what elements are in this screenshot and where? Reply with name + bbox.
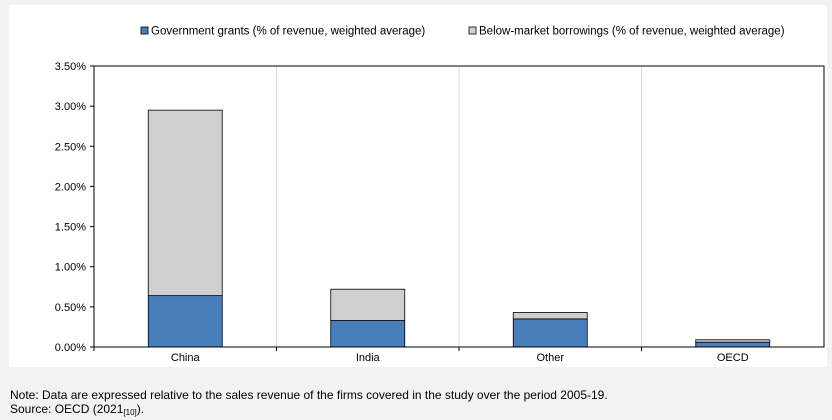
source-suffix: ). (136, 402, 145, 416)
source-prefix: Source: OECD (2021 (10, 402, 124, 416)
y-tick-label: 0.00% (55, 342, 86, 354)
y-tick-label: 2.00% (55, 181, 86, 193)
y-tick-label: 3.00% (55, 101, 86, 113)
y-tick-label: 1.50% (55, 222, 86, 234)
legend-swatch (140, 26, 149, 35)
bar-segment (330, 320, 406, 348)
bars (147, 109, 771, 348)
bar-segment (147, 109, 223, 297)
stacked-bar-chart: Government grants (% of revenue, weighte… (55, 26, 825, 364)
y-tick-label: 2.50% (55, 141, 86, 153)
y-axis: 0.00% 0.50% 1.00% 1.50% 2.00% 2.50% 3.00% 3.50% (55, 61, 94, 354)
legend-entry: Below-market borrowings (% of revenue, w… (479, 26, 785, 38)
legend-swatch (468, 26, 477, 35)
legend-entry: Government grants (% of revenue, weighte… (151, 26, 425, 38)
chart-notes: Note: Data are expressed relative to the… (10, 388, 822, 420)
x-axis: China India Other OECD (93, 347, 749, 364)
y-tick-label: 3.50% (55, 61, 86, 73)
gridlines (276, 66, 642, 347)
legend: Government grants (% of revenue, weighte… (140, 26, 785, 38)
bar-segment (512, 318, 588, 348)
x-tick-label: India (356, 352, 381, 364)
bar-segment (330, 288, 406, 321)
x-tick-label: China (171, 352, 201, 364)
bar-segment (695, 339, 771, 343)
x-tick-label: OECD (717, 352, 749, 364)
bar-segment (512, 312, 588, 320)
y-tick-label: 1.00% (55, 262, 86, 274)
bar-segment (147, 295, 223, 348)
chart-panel: Government grants (% of revenue, weighte… (9, 5, 827, 367)
source-text: Source: OECD (2021[10]). (10, 402, 822, 420)
source-ref: [10] (123, 408, 137, 417)
note-text: Note: Data are expressed relative to the… (10, 388, 608, 402)
x-tick-label: Other (536, 352, 564, 364)
y-tick-label: 0.50% (55, 302, 86, 314)
bar-segment (695, 341, 771, 348)
